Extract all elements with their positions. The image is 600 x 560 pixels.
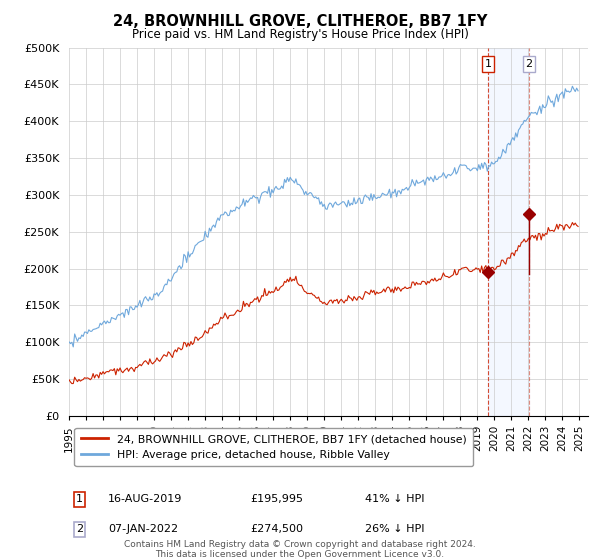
Text: 2: 2 [526, 59, 533, 69]
Text: 1: 1 [485, 59, 491, 69]
Text: £274,500: £274,500 [251, 524, 304, 534]
Text: Price paid vs. HM Land Registry's House Price Index (HPI): Price paid vs. HM Land Registry's House … [131, 28, 469, 41]
Legend: 24, BROWNHILL GROVE, CLITHEROE, BB7 1FY (detached house), HPI: Average price, de: 24, BROWNHILL GROVE, CLITHEROE, BB7 1FY … [74, 428, 473, 466]
Bar [488, 48, 529, 416]
Text: 41% ↓ HPI: 41% ↓ HPI [365, 494, 424, 505]
Text: 16-AUG-2019: 16-AUG-2019 [108, 494, 182, 505]
Text: 07-JAN-2022: 07-JAN-2022 [108, 524, 178, 534]
Text: 24, BROWNHILL GROVE, CLITHEROE, BB7 1FY: 24, BROWNHILL GROVE, CLITHEROE, BB7 1FY [113, 14, 487, 29]
Text: Contains HM Land Registry data © Crown copyright and database right 2024.
This d: Contains HM Land Registry data © Crown c… [124, 540, 476, 559]
Text: £195,995: £195,995 [251, 494, 304, 505]
Text: 26% ↓ HPI: 26% ↓ HPI [365, 524, 424, 534]
Text: 1: 1 [76, 494, 83, 505]
Text: 2: 2 [76, 524, 83, 534]
